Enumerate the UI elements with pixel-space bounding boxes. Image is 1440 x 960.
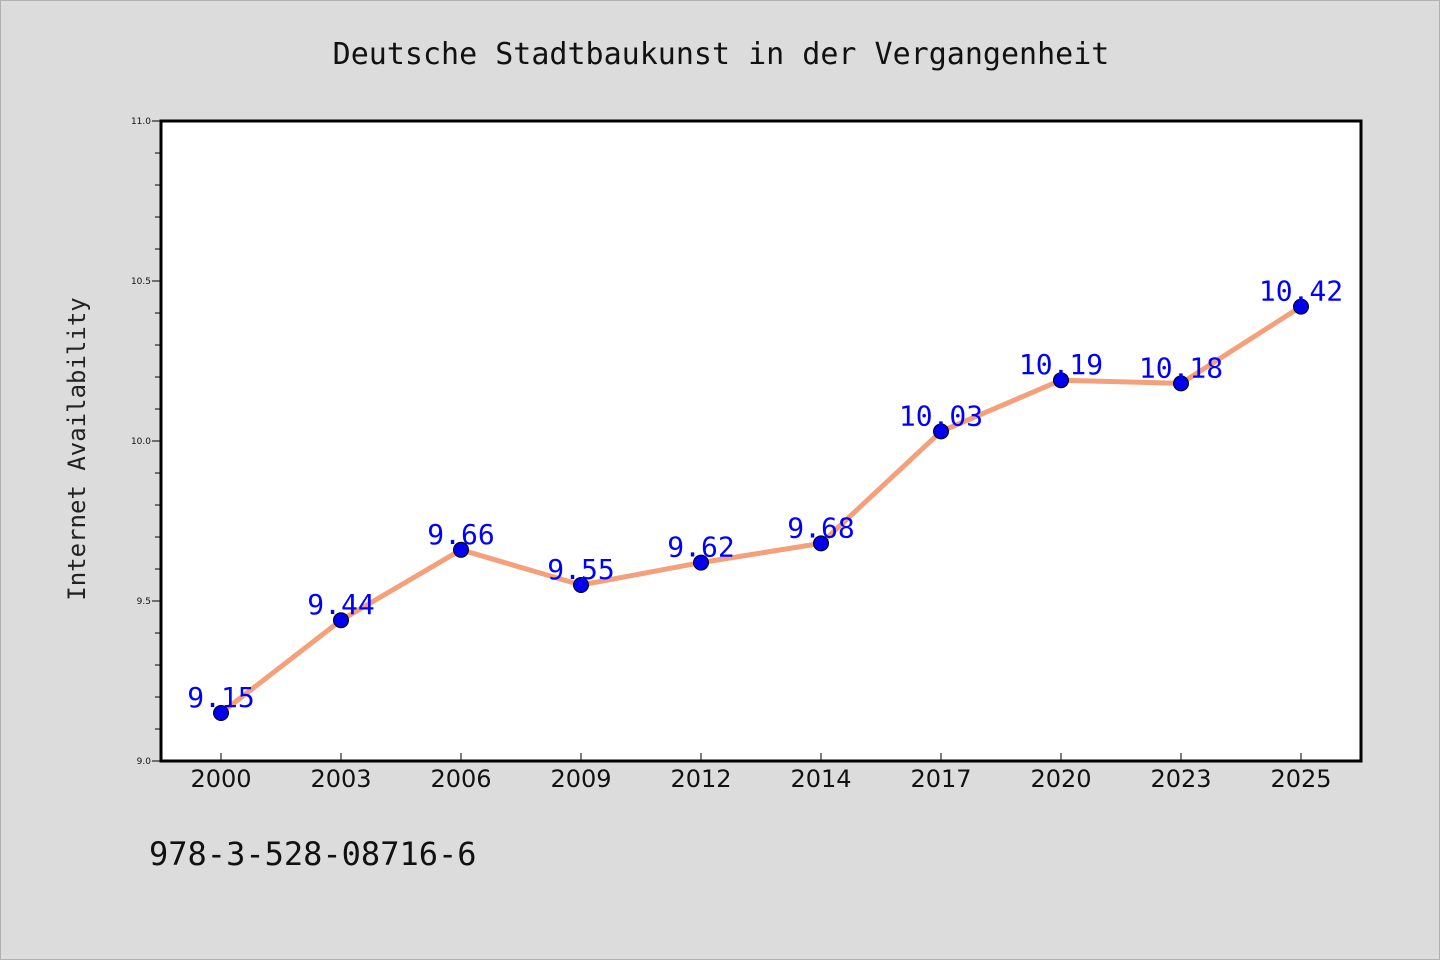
x-tick-label: 2000	[190, 765, 251, 793]
series-line	[218, 304, 1304, 716]
isbn-text: 978-3-528-08716-6	[149, 835, 477, 873]
x-tick-label: 2020	[1030, 765, 1091, 793]
plot-frame	[159, 119, 1363, 763]
data-label: 10.42	[1259, 275, 1343, 308]
data-point	[573, 577, 589, 593]
x-tick-label: 2009	[550, 765, 611, 793]
data-markers	[213, 298, 1309, 721]
data-point	[1293, 298, 1309, 315]
y-axis-label: Internet Availability	[63, 297, 91, 600]
x-tick-label: 2025	[1270, 765, 1331, 793]
x-tick-label: 2003	[310, 765, 371, 793]
x-tick-label: 2014	[790, 765, 851, 793]
data-point	[333, 612, 349, 629]
data-point	[1053, 372, 1069, 389]
y-tick-label: 11.0	[131, 117, 151, 127]
data-label: 10.03	[899, 399, 983, 432]
data-point	[213, 705, 229, 721]
data-point	[813, 535, 829, 552]
x-tick-label: 2023	[1150, 765, 1211, 793]
data-label: 9.44	[307, 588, 374, 621]
data-label: 9.55	[547, 553, 614, 586]
x-tick-label: 2017	[910, 765, 971, 793]
chart-title: Deutsche Stadtbaukunst in der Vergangenh…	[333, 37, 1110, 72]
x-axis: 2000 2003 2006 2009 2012 2014 2017 2020 2023 2025	[190, 753, 1332, 793]
data-label: 9.62	[667, 531, 734, 564]
data-point	[453, 541, 469, 558]
data-point	[693, 554, 709, 571]
data-label: 9.66	[427, 518, 494, 551]
x-tick-label: 2006	[430, 765, 491, 793]
y-tick-label: 10.5	[131, 277, 151, 287]
data-label: 9.68	[787, 511, 854, 544]
data-label: 9.15	[187, 681, 254, 714]
y-tick-label: 10.0	[131, 437, 151, 447]
y-axis: 9.0 9.5 10.0 10.5 11.0	[131, 117, 161, 767]
y-tick-label: 9.0	[137, 757, 152, 767]
x-tick-label: 2012	[670, 765, 731, 793]
data-label: 10.19	[1019, 348, 1103, 381]
data-point	[1173, 375, 1189, 392]
data-label: 10.18	[1139, 351, 1223, 384]
data-point	[933, 423, 949, 440]
y-tick-label: 9.5	[137, 597, 151, 607]
plot-area	[161, 121, 1361, 761]
data-labels: 9.15 9.44 9.66 9.55 9.62 9.68 10.03 10.19 10.18 1…	[187, 275, 1343, 714]
